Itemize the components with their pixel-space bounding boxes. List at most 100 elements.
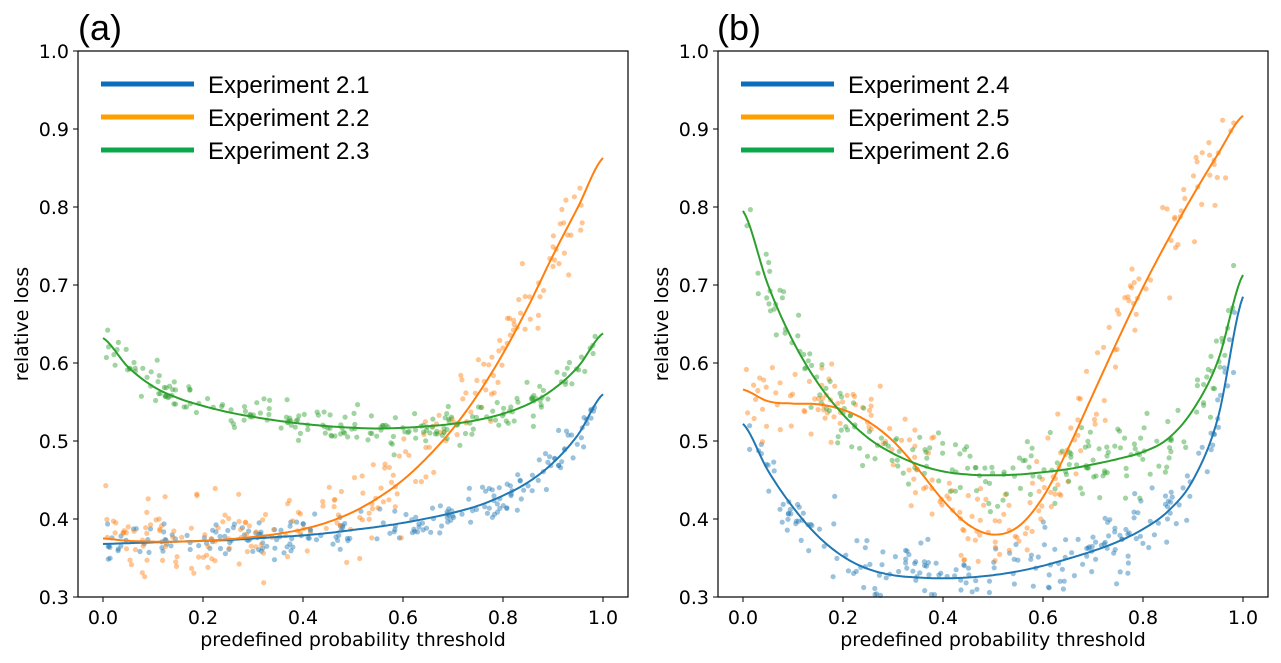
- scatter-point: [975, 558, 981, 565]
- scatter-point: [759, 439, 766, 445]
- scatter-point: [515, 399, 521, 405]
- scatter-point: [561, 250, 568, 256]
- scatter-point: [766, 301, 772, 307]
- scatter-point: [765, 462, 771, 468]
- scatter-point: [806, 378, 813, 384]
- scatter-point: [880, 549, 886, 555]
- scatter-point: [925, 536, 931, 543]
- scatter-point: [1147, 277, 1154, 283]
- scatter-point: [283, 414, 289, 420]
- scatter-point: [441, 429, 447, 435]
- scatter-point: [1069, 550, 1075, 556]
- scatter-point: [170, 534, 176, 540]
- scatter-point: [1029, 445, 1035, 451]
- scatter-point: [966, 572, 972, 578]
- scatter-point: [479, 484, 486, 490]
- scatter-point: [159, 545, 165, 551]
- scatter-point: [107, 544, 113, 551]
- scatter-point: [1184, 517, 1190, 523]
- scatter-point: [112, 362, 118, 368]
- scatter-point: [392, 527, 398, 533]
- x-tick-label: 0.0: [88, 607, 118, 629]
- scatter-point: [1087, 429, 1093, 435]
- scatter-point: [535, 312, 542, 318]
- scatter-point: [1181, 439, 1187, 445]
- scatter-point: [928, 591, 935, 598]
- scatter-point: [351, 475, 358, 481]
- scatter-point: [757, 375, 763, 381]
- scatter-point: [344, 535, 350, 541]
- scatter-point: [171, 528, 177, 534]
- scatter-point: [953, 567, 959, 573]
- scatter-point: [1220, 117, 1226, 123]
- scatter-point: [257, 410, 263, 416]
- scatter-point: [171, 401, 177, 407]
- scatter-point: [194, 491, 200, 497]
- scatter-point: [196, 543, 202, 549]
- scatter-point: [1022, 531, 1028, 537]
- scatter-point: [266, 411, 272, 418]
- scatter-point: [1058, 492, 1064, 498]
- scatter-point: [489, 487, 495, 493]
- scatter-point: [331, 497, 337, 503]
- scatter-point: [1136, 276, 1142, 282]
- scatter-point: [828, 439, 834, 445]
- scatter-point: [889, 447, 895, 453]
- scatter-point: [1187, 493, 1193, 499]
- scatter-point: [389, 441, 395, 447]
- scatter-point: [808, 521, 814, 527]
- scatter-point: [755, 270, 761, 276]
- scatter-point: [564, 365, 570, 371]
- fit-line-experiment-2-1: [102, 393, 604, 545]
- scatter-point: [1194, 409, 1200, 415]
- scatter-point: [1063, 537, 1069, 543]
- scatter-point: [369, 430, 375, 437]
- scatter-point: [817, 392, 823, 398]
- scatter-point: [977, 532, 983, 538]
- scatter-point: [872, 585, 878, 592]
- scatter-point: [540, 387, 547, 393]
- scatter-point: [1122, 495, 1129, 501]
- scatter-point: [1210, 385, 1216, 391]
- scatter-point: [961, 557, 968, 563]
- scatter-point: [929, 435, 935, 441]
- scatter-point: [1078, 448, 1084, 454]
- scatter-point: [466, 496, 472, 502]
- legend-label: Experiment 2.2: [208, 105, 369, 132]
- scatter-point: [342, 414, 348, 420]
- scatter-points-b: [743, 117, 1237, 599]
- scatter-point: [899, 437, 905, 443]
- scatter-point: [120, 530, 126, 536]
- scatter-point: [974, 488, 980, 494]
- scatter-point: [868, 403, 874, 409]
- scatter-point: [115, 548, 121, 554]
- scatter-point: [367, 430, 373, 436]
- scatter-point: [551, 257, 558, 263]
- scatter-point: [904, 548, 910, 554]
- scatter-point: [547, 454, 553, 460]
- scatter-point: [1034, 458, 1040, 465]
- panel-b: (b) 0.30.40.50.60.70.80.91.0 0.0 0.2 0.4 0.…: [651, 7, 1269, 651]
- scatter-point: [437, 429, 443, 435]
- scatter-point: [832, 383, 838, 389]
- scatter-point: [561, 220, 567, 226]
- scatter-point: [939, 502, 945, 508]
- scatter-point: [883, 575, 889, 581]
- scatter-point: [1030, 583, 1036, 589]
- scatter-point: [1162, 501, 1169, 507]
- scatter-point: [365, 437, 371, 443]
- scatter-point: [835, 440, 841, 446]
- scatter-point: [253, 530, 259, 536]
- scatter-point: [1077, 396, 1083, 402]
- scatter-point: [535, 477, 541, 483]
- scatter-point: [482, 504, 488, 510]
- scatter-point: [209, 556, 215, 562]
- scatter-point: [1204, 469, 1210, 475]
- legend-label: Experiment 2.3: [208, 138, 369, 165]
- scatter-point: [882, 439, 889, 445]
- scatter-point: [504, 505, 510, 511]
- scatter-point: [745, 410, 751, 416]
- scatter-point: [448, 517, 454, 523]
- scatter-point: [511, 418, 517, 424]
- scatter-point: [374, 433, 380, 439]
